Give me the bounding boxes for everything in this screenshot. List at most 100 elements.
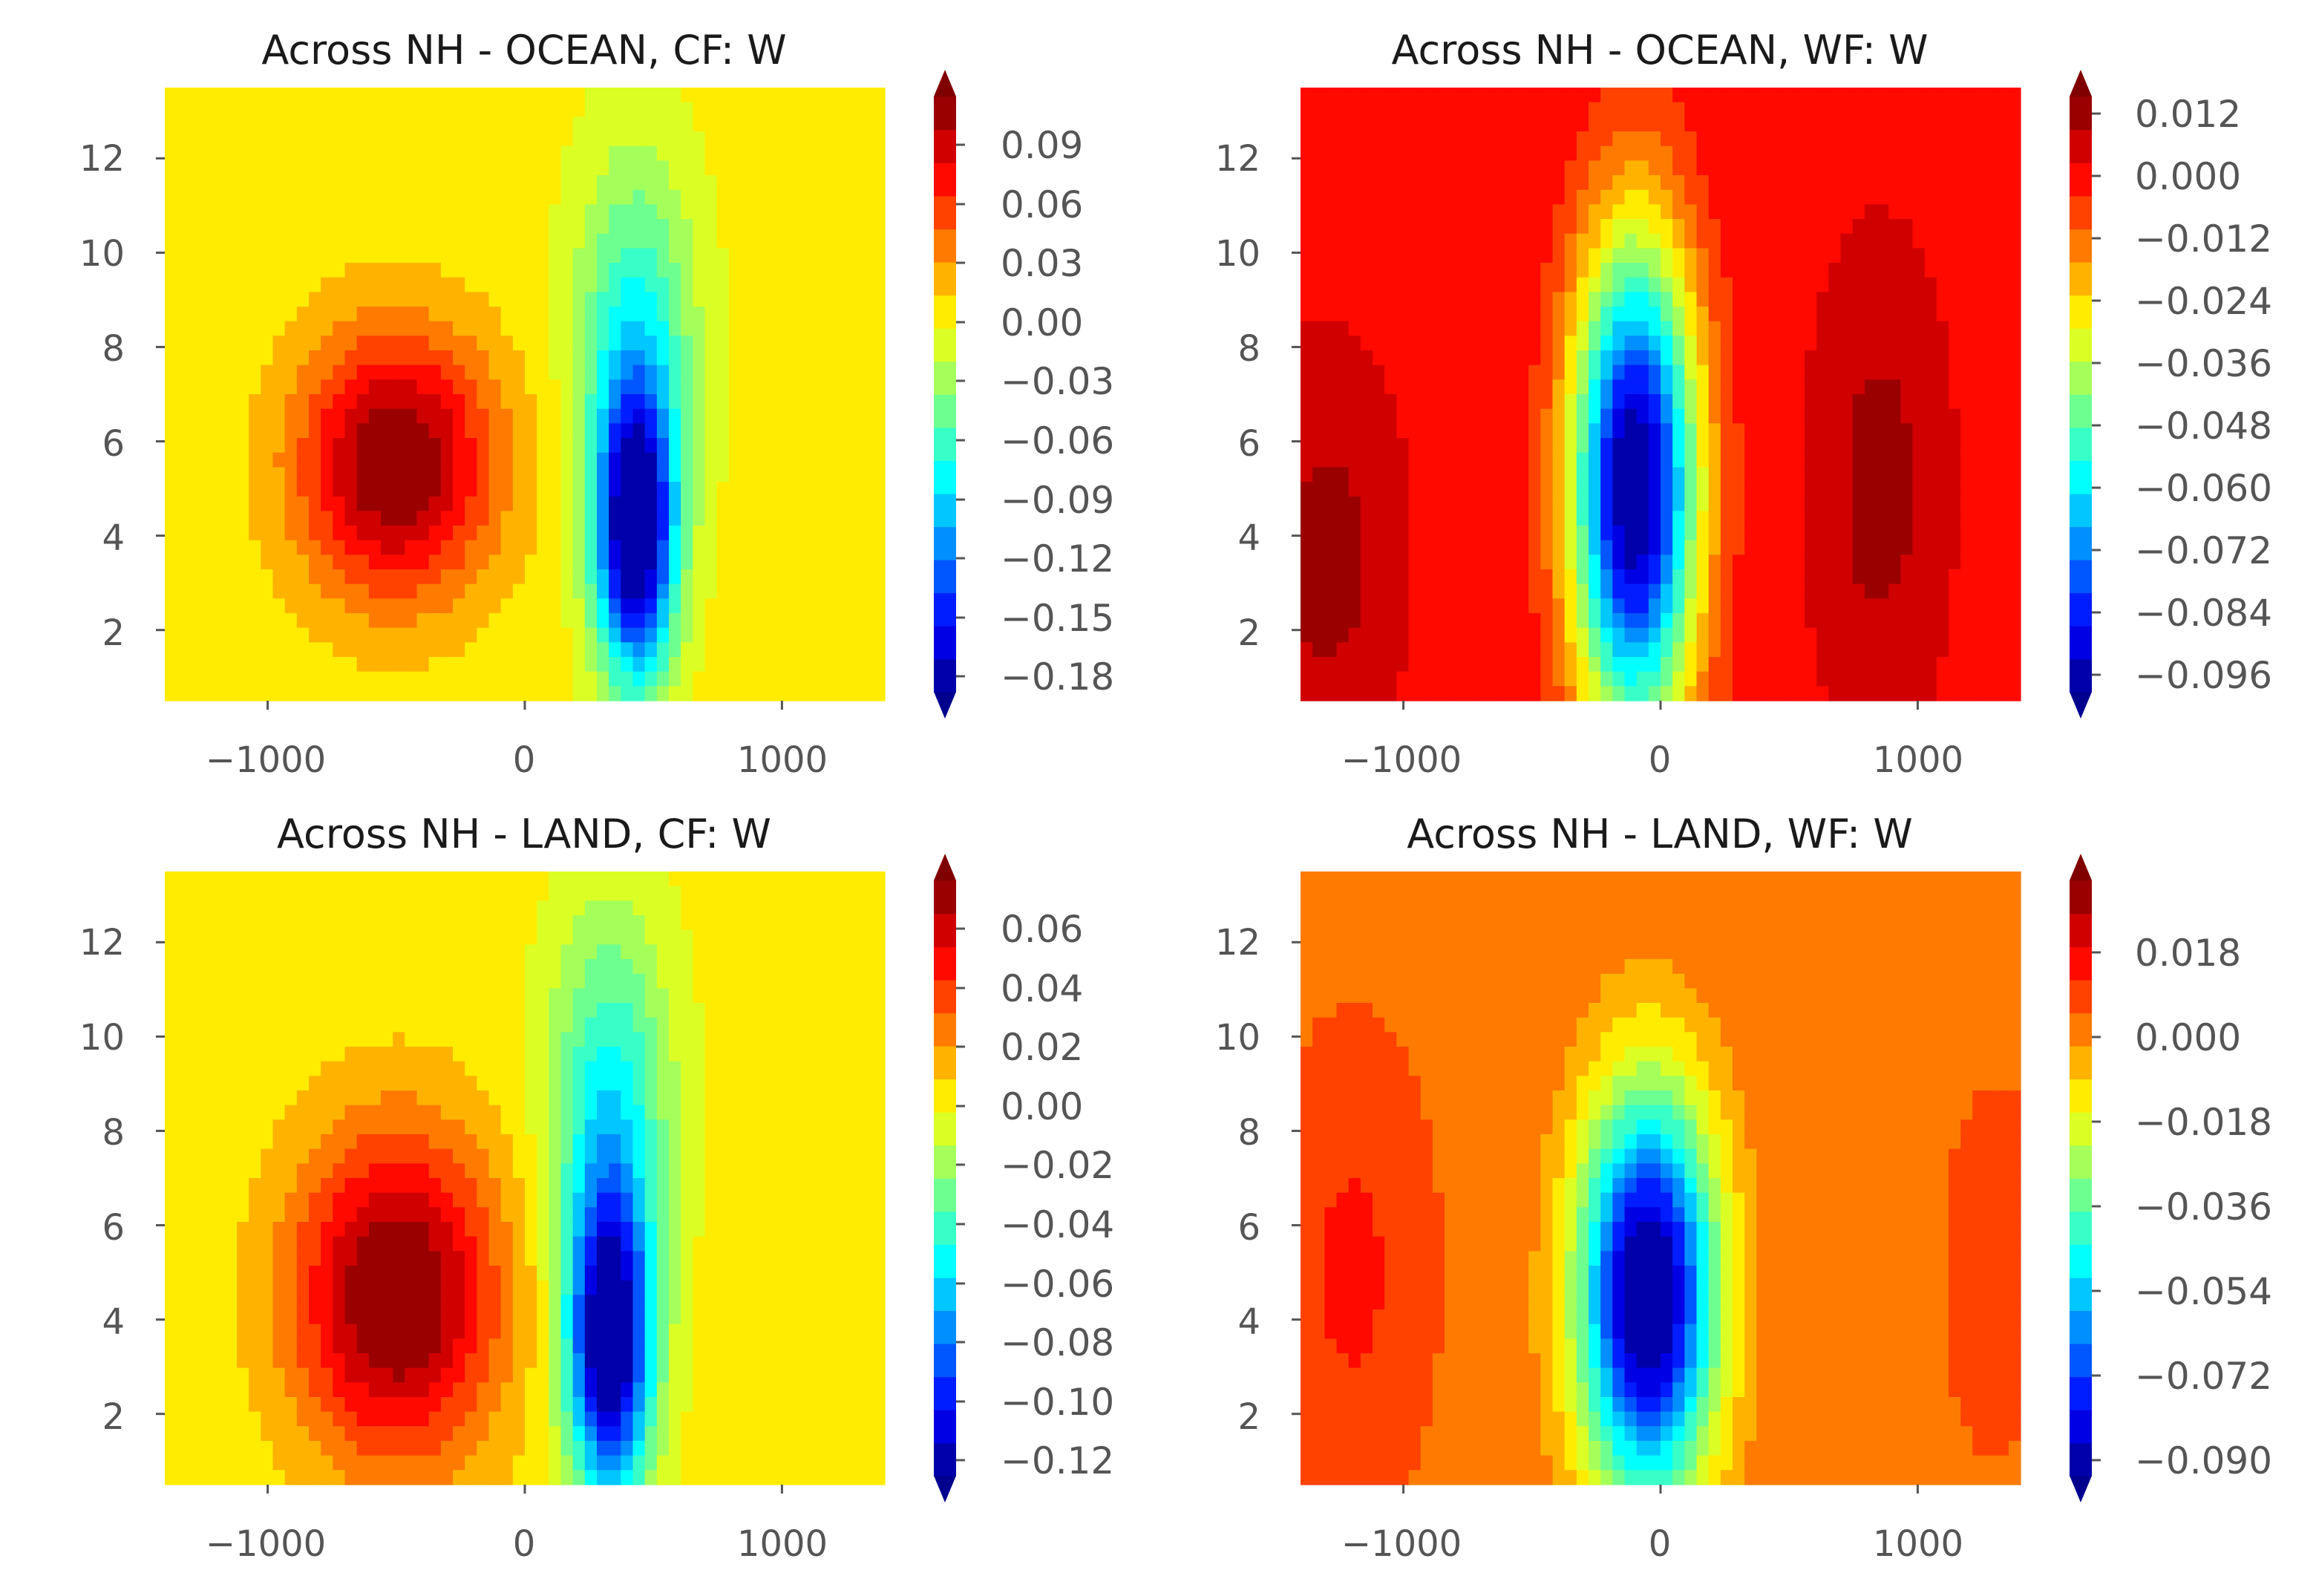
contour-cell	[1769, 526, 1782, 540]
contour-cell	[429, 248, 442, 263]
contour-cell	[705, 160, 718, 175]
contour-cell	[345, 628, 358, 643]
contour-cell	[1456, 117, 1469, 131]
contour-cell	[309, 526, 321, 540]
contour-cell	[321, 394, 333, 409]
contour-cell	[861, 569, 874, 584]
contour-cell	[585, 117, 598, 131]
contour-cell	[201, 175, 214, 190]
contour-cell	[405, 307, 417, 321]
contour-cell	[453, 526, 465, 540]
contour-cell	[405, 467, 417, 482]
contour-cell	[489, 686, 502, 701]
contour-cell	[1972, 278, 1985, 292]
contour-cell	[321, 526, 333, 540]
contour-cell	[405, 394, 417, 409]
contour-cell	[1421, 423, 1433, 438]
contour-cell	[465, 613, 477, 628]
contour-cell	[417, 278, 430, 292]
contour-cell	[789, 146, 802, 161]
contour-cell	[285, 117, 298, 131]
contour-cell	[1672, 642, 1685, 657]
contour-cell	[393, 204, 405, 219]
contour-cell	[1589, 88, 1601, 102]
contour-cell	[273, 672, 286, 687]
contour-cell	[1337, 307, 1350, 321]
contour-cell	[213, 497, 226, 511]
contour-cell	[597, 350, 609, 365]
contour-cell	[345, 117, 358, 131]
contour-cell	[861, 526, 874, 540]
contour-cell	[597, 234, 609, 249]
contour-cell	[417, 263, 430, 278]
contour-cell	[633, 248, 646, 263]
contour-cell	[1565, 409, 1577, 424]
contour-cell	[1649, 409, 1661, 424]
contour-cell	[1445, 497, 1457, 511]
contour-cell	[165, 686, 177, 701]
contour-cell	[765, 117, 777, 131]
contour-cell	[585, 234, 598, 249]
contour-cell	[813, 453, 825, 468]
contour-cell	[237, 131, 249, 146]
contour-cell	[1433, 278, 1445, 292]
contour-cell	[693, 131, 705, 146]
contour-cell	[1960, 117, 1973, 131]
contour-cell	[1373, 160, 1385, 175]
contour-cell	[165, 379, 177, 394]
contour-cell	[405, 175, 417, 190]
contour-cell	[1684, 102, 1697, 117]
contour-cell	[405, 598, 417, 613]
contour-cell	[369, 613, 382, 628]
contour-cell	[1433, 365, 1445, 380]
contour-cell	[1625, 613, 1638, 628]
contour-cell	[1577, 613, 1589, 628]
contour-cell	[1361, 131, 1373, 146]
contour-cell	[801, 263, 814, 278]
contour-cell	[1805, 584, 1817, 599]
contour-cell	[1900, 497, 1913, 511]
contour-cell	[1528, 379, 1541, 394]
contour-cell	[501, 102, 514, 117]
contour-cell	[441, 453, 454, 468]
contour-cell	[1396, 628, 1409, 643]
contour-cell	[1301, 365, 1313, 380]
contour-cell	[345, 307, 358, 321]
contour-cell	[777, 88, 790, 102]
contour-cell	[669, 278, 681, 292]
contour-cell	[1312, 482, 1325, 497]
contour-cell	[1805, 511, 1817, 526]
contour-cell	[1445, 160, 1457, 175]
contour-cell	[825, 307, 837, 321]
contour-cell	[1625, 160, 1638, 175]
contour-cell	[489, 555, 502, 569]
contour-cell	[717, 131, 730, 146]
contour-cell	[1649, 248, 1661, 263]
contour-cell	[249, 394, 261, 409]
contour-cell	[513, 686, 526, 701]
contour-cell	[1540, 511, 1553, 526]
contour-cell	[1396, 613, 1409, 628]
contour-cell	[693, 219, 705, 234]
contour-cell	[777, 278, 790, 292]
contour-cell	[225, 642, 238, 657]
contour-cell	[225, 336, 238, 350]
contour-cell	[873, 190, 886, 205]
contour-cell	[1756, 204, 1769, 219]
contour-cell	[1528, 540, 1541, 555]
contour-cell	[873, 482, 886, 497]
contour-cell	[753, 321, 765, 336]
contour-cell	[1577, 336, 1589, 350]
contour-cell	[225, 613, 238, 628]
contour-cell	[1853, 686, 1865, 701]
contour-cell	[729, 409, 742, 424]
contour-cell	[249, 467, 261, 482]
contour-cell	[1721, 453, 1733, 468]
contour-cell	[1312, 569, 1325, 584]
contour-cell	[237, 263, 249, 278]
contour-cell	[525, 336, 537, 350]
contour-cell	[273, 234, 286, 249]
contour-cell	[1577, 526, 1589, 540]
contour-cell	[1937, 292, 1949, 307]
contour-cell	[1744, 175, 1757, 190]
